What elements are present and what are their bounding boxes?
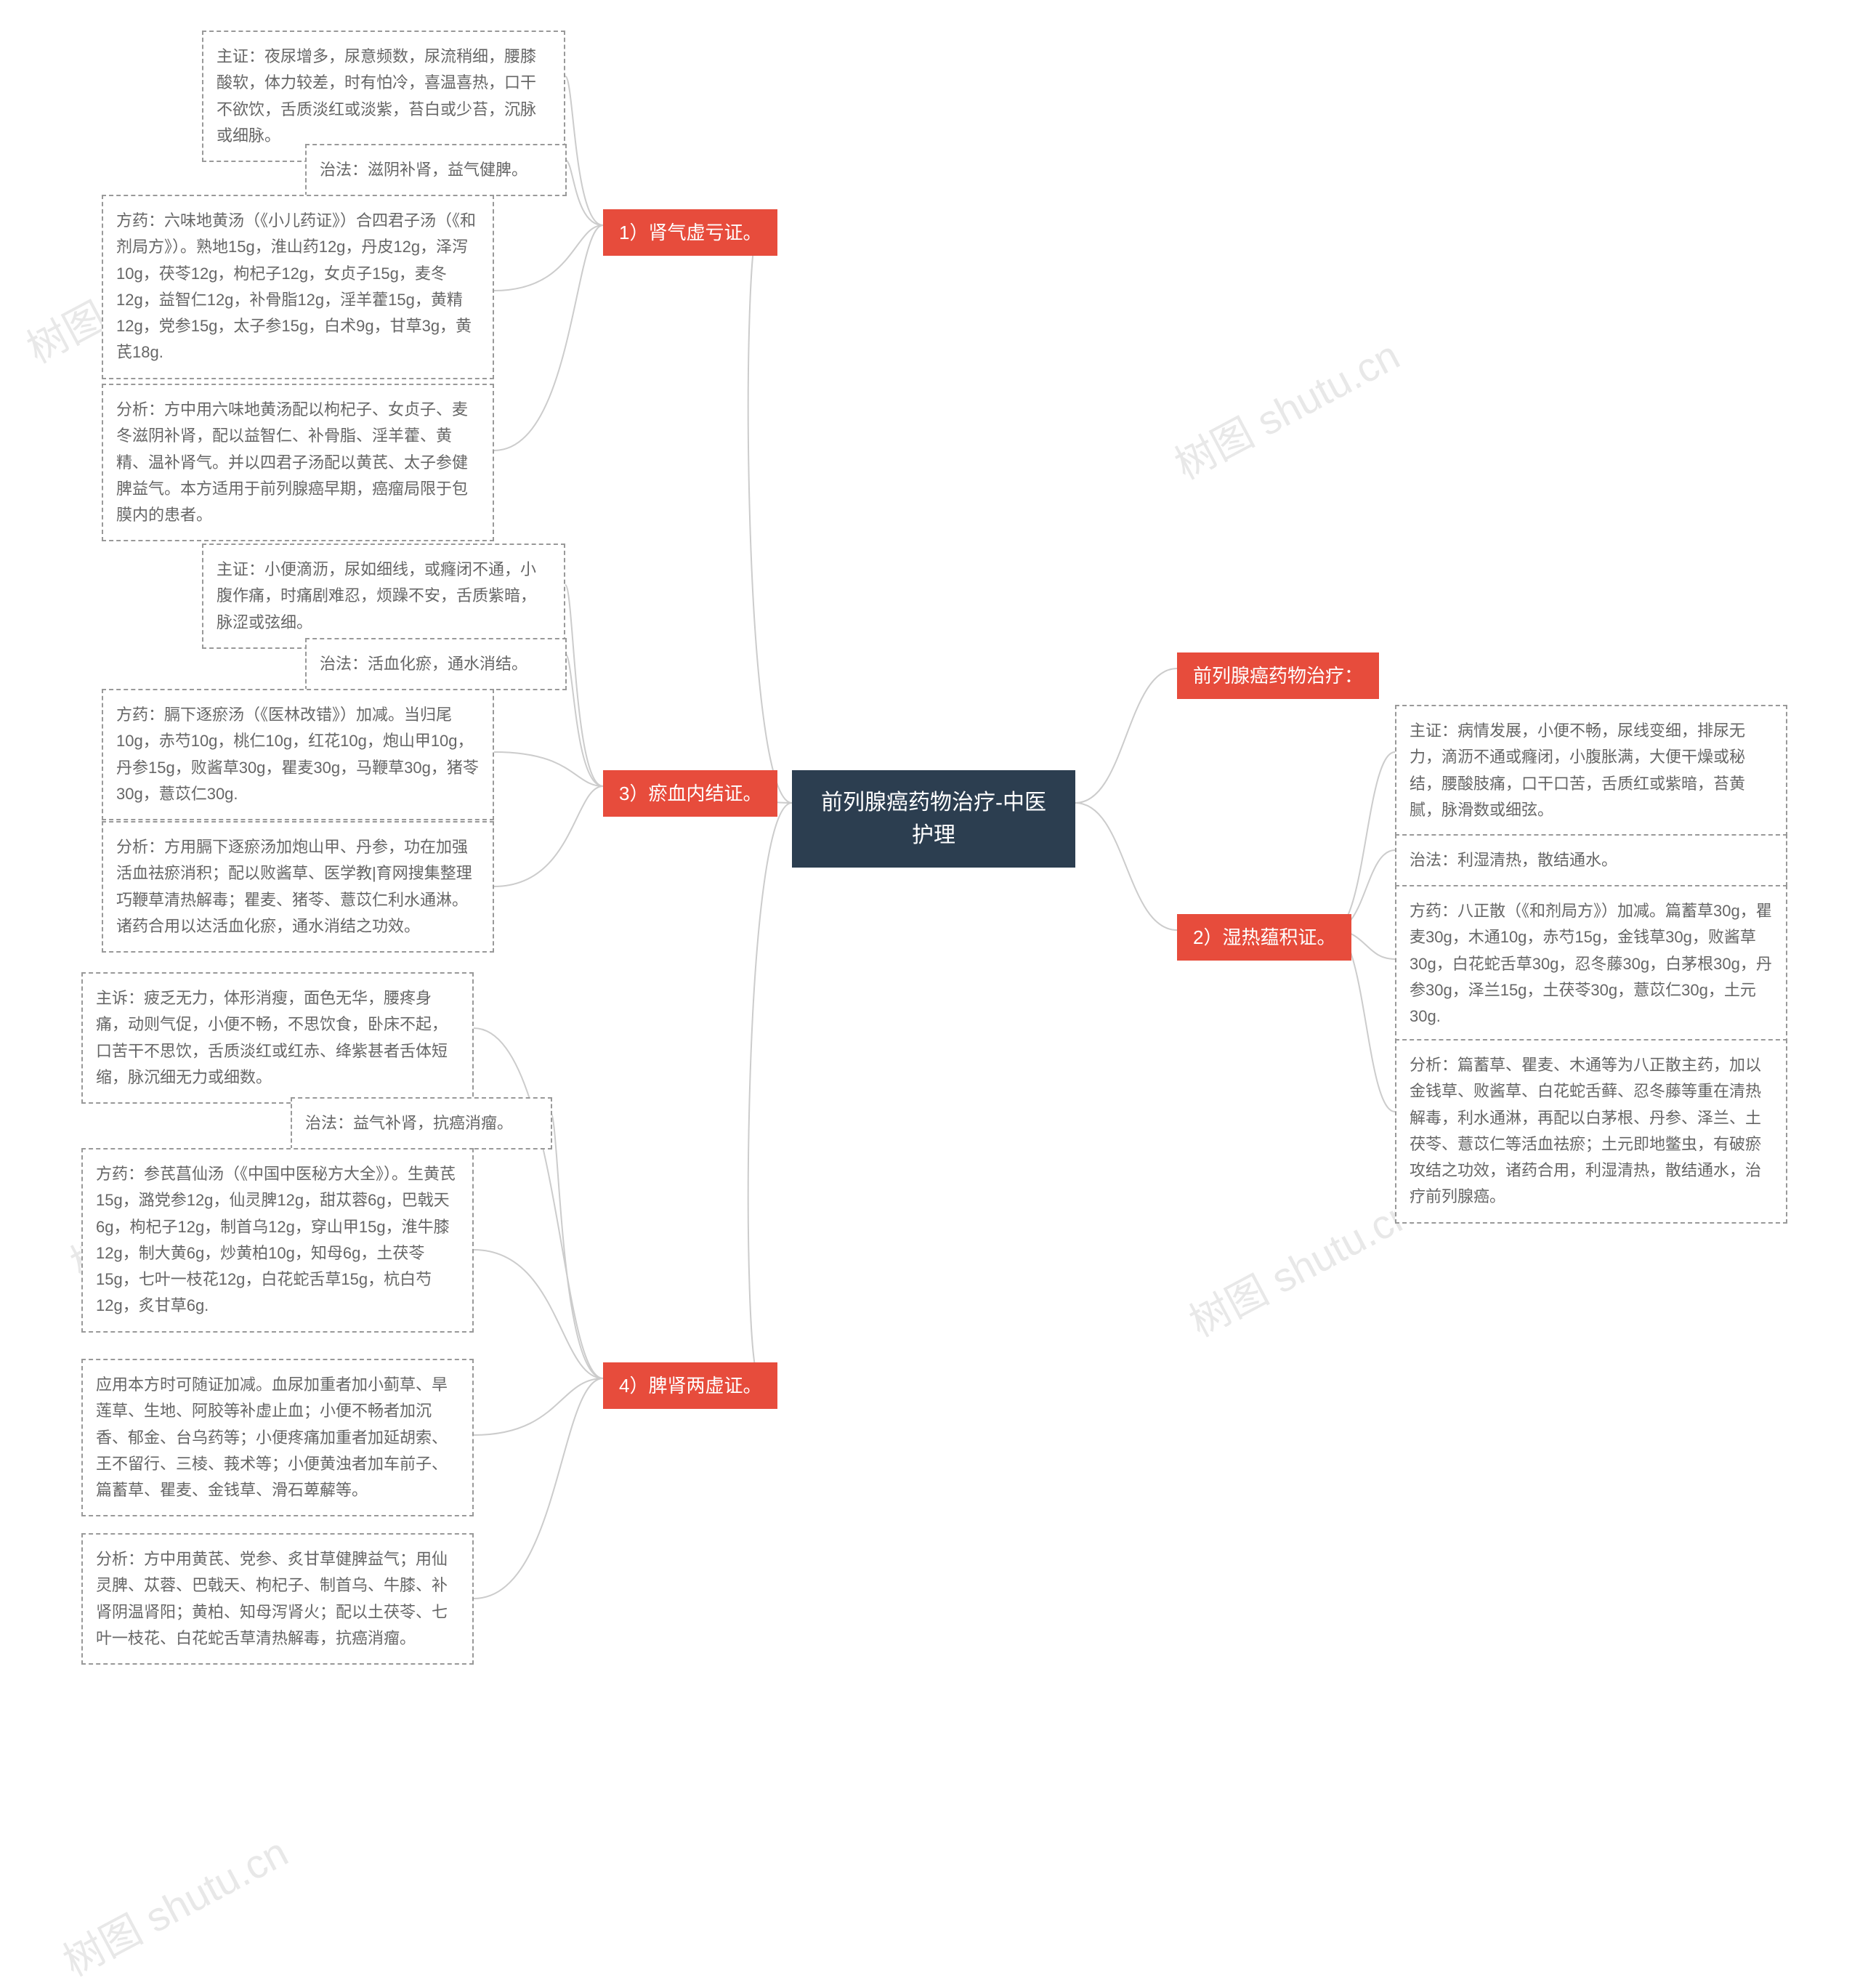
branch-node-l4: 4）脾肾两虚证。 — [603, 1362, 777, 1409]
leaf-node: 方药：八正散（《和剂局方》）加减。篇蓄草30g，瞿麦30g，木通10g，赤芍15… — [1395, 885, 1787, 1043]
leaf-node: 主诉：疲乏无力，体形消瘦，面色无华，腰疼身痛，动则气促，小便不畅，不思饮食，卧床… — [81, 972, 474, 1104]
watermark: 树图 shutu.cn — [52, 1820, 297, 1988]
leaf-node: 方药：膈下逐瘀汤（《医林改错》）加减。当归尾10g，赤芍10g，桃仁10g，红花… — [102, 689, 494, 820]
branch-node-l3: 3）瘀血内结证。 — [603, 770, 777, 817]
branch-node-l1: 1）肾气虚亏证。 — [603, 209, 777, 256]
leaf-node: 分析：方用膈下逐瘀汤加炮山甲、丹参，功在加强活血祛瘀消积；配以败酱草、医学教|育… — [102, 821, 494, 953]
leaf-node: 治法：益气补肾，抗癌消瘤。 — [291, 1097, 552, 1149]
leaf-node: 治法：利湿清热，散结通水。 — [1395, 834, 1787, 886]
branch-node-r1: 2）湿热蕴积证。 — [1177, 914, 1351, 961]
leaf-node: 分析：篇蓄草、瞿麦、木通等为八正散主药，加以金钱草、败酱草、白花蛇舌藓、忍冬藤等… — [1395, 1039, 1787, 1224]
leaf-node: 方药：参芪菖仙汤（《中国中医秘方大全》）。生黄芪15g，潞党参12g，仙灵脾12… — [81, 1148, 474, 1333]
leaf-node: 方药：六味地黄汤（《小儿药证》）合四君子汤（《和剂局方》）。熟地15g，淮山药1… — [102, 195, 494, 379]
branch-node-r0: 前列腺癌药物治疗： — [1177, 652, 1379, 699]
leaf-node: 主证：夜尿增多，尿意频数，尿流稍细，腰膝酸软，体力较差，时有怕冷，喜温喜热，口干… — [202, 31, 565, 162]
leaf-node: 主证：小便滴沥，尿如细线，或癃闭不通，小腹作痛，时痛剧难忍，烦躁不安，舌质紫暗，… — [202, 544, 565, 649]
leaf-node: 分析：方中用六味地黄汤配以枸杞子、女贞子、麦冬滋阴补肾，配以益智仁、补骨脂、淫羊… — [102, 384, 494, 541]
leaf-node: 治法：滋阴补肾，益气健脾。 — [305, 144, 567, 196]
leaf-node: 治法：活血化瘀，通水消结。 — [305, 638, 567, 690]
leaf-node: 分析：方中用黄芪、党参、炙甘草健脾益气；用仙灵脾、苁蓉、巴戟天、枸杞子、制首乌、… — [81, 1533, 474, 1665]
watermark: 树图 shutu.cn — [1178, 1181, 1423, 1349]
leaf-node: 应用本方时可随证加减。血尿加重者加小蓟草、旱莲草、生地、阿胶等补虚止血；小便不畅… — [81, 1359, 474, 1516]
root-node: 前列腺癌药物治疗-中医护理 — [792, 770, 1075, 868]
watermark: 树图 shutu.cn — [1163, 323, 1409, 491]
leaf-node: 主证：病情发展，小便不畅，尿线变细，排尿无力，滴沥不通或癃闭，小腹胀满，大便干燥… — [1395, 705, 1787, 836]
